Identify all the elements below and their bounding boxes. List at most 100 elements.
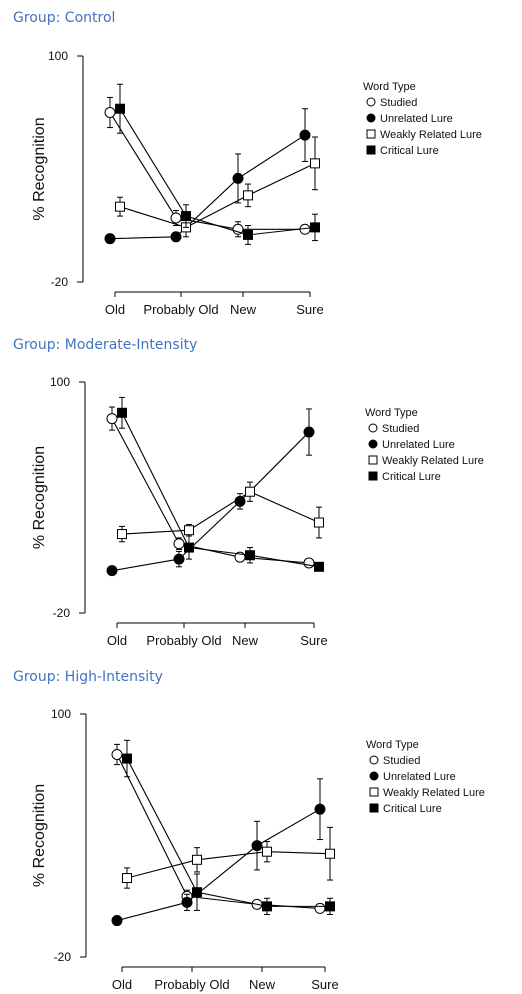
legend-label: Unrelated Lure <box>382 439 455 451</box>
data-point <box>314 803 326 815</box>
legend-item-weakly-related-lure: Weakly Related Lure <box>369 787 485 799</box>
legend-item-weakly-related-lure: Weakly Related Lure <box>366 129 482 141</box>
data-point <box>325 848 335 859</box>
legend-title: Word Type <box>365 407 418 419</box>
series-studied <box>104 96 311 238</box>
legend-marker <box>368 423 378 433</box>
legend-item-studied: Studied <box>368 423 419 435</box>
x-tick-label: Old <box>105 302 125 317</box>
y-axis-label: % Recognition <box>31 117 48 220</box>
series-weakly-related-lure <box>122 826 335 889</box>
legend-item-critical-lure: Critical Lure <box>369 803 442 815</box>
data-point <box>262 846 272 857</box>
data-point <box>192 887 202 898</box>
series-unrelated-lure <box>111 778 326 927</box>
series-weakly-related-lure <box>117 481 324 543</box>
data-point <box>115 201 125 212</box>
legend-title: Word Type <box>363 81 416 93</box>
data-point <box>170 212 182 224</box>
legend-item-unrelated-lure: Unrelated Lure <box>366 113 453 125</box>
legend-marker <box>369 787 379 797</box>
data-point <box>111 915 123 927</box>
data-point <box>104 233 116 245</box>
legend-label: Critical Lure <box>380 145 439 157</box>
data-point <box>181 896 193 908</box>
data-point <box>106 413 118 425</box>
data-point <box>243 190 253 201</box>
legend-marker <box>369 803 379 813</box>
legend: Word Type Studied Unrelated Lure Weakly Rel… <box>365 407 484 483</box>
legend-label: Unrelated Lure <box>383 771 456 783</box>
x-tick-label: New <box>232 633 259 648</box>
data-point <box>184 525 194 536</box>
legend-label: Studied <box>383 755 420 767</box>
legend-marker <box>366 145 376 155</box>
x-tick-label: New <box>249 977 276 992</box>
series-studied <box>106 406 315 569</box>
series-unrelated-lure <box>104 108 311 245</box>
legend-item-weakly-related-lure: Weakly Related Lure <box>368 455 484 467</box>
legend-label: Weakly Related Lure <box>382 455 484 467</box>
y-tick-label: 100 <box>50 375 70 389</box>
legend-marker <box>366 113 376 123</box>
data-point <box>232 223 244 235</box>
legend-item-unrelated-lure: Unrelated Lure <box>369 771 456 783</box>
legend-item-studied: Studied <box>366 97 417 109</box>
legend: Word Type Studied Unrelated Lure Weakly Rel… <box>363 81 482 157</box>
legend-label: Critical Lure <box>382 471 441 483</box>
legend-marker <box>368 471 378 481</box>
legend-item-studied: Studied <box>369 755 420 767</box>
x-tick-label: Probably Old <box>143 302 218 317</box>
data-point <box>245 486 255 497</box>
legend-label: Weakly Related Lure <box>380 129 482 141</box>
series-line-critical-lure <box>119 108 316 236</box>
legend-marker <box>369 755 379 765</box>
series-line-unrelated-lure <box>116 808 321 922</box>
legend: Word Type Studied Unrelated Lure Weakly Rel… <box>366 739 485 815</box>
data-point <box>181 211 191 222</box>
data-point <box>303 426 315 438</box>
data-point <box>106 565 118 577</box>
x-tick-label: Probably Old <box>154 977 229 992</box>
data-point <box>104 107 116 118</box>
data-point <box>243 229 253 240</box>
x-tick-label: Probably Old <box>146 633 221 648</box>
panel-high-intensity: Group: High-Intensity 100 -20 % Recognitio… <box>0 660 522 994</box>
x-tick-label: Old <box>112 977 132 992</box>
series-line-critical-lure <box>126 758 330 907</box>
data-point <box>245 550 255 561</box>
legend-marker <box>368 455 378 465</box>
series-critical-lure <box>115 83 320 245</box>
data-point <box>310 158 320 169</box>
group-title: Group: High-Intensity <box>13 669 163 685</box>
x-tick-label: Sure <box>296 302 323 317</box>
legend-item-critical-lure: Critical Lure <box>366 145 439 157</box>
series-line-weakly-related-lure <box>119 162 316 228</box>
data-point <box>117 407 127 418</box>
chart-high-intensity: 100 -20 % Recognition Old Probably Old New Sur… <box>31 707 485 992</box>
data-point <box>310 222 320 233</box>
series-line-weakly-related-lure <box>121 491 320 535</box>
x-tick-label: Sure <box>311 977 338 992</box>
series-studied <box>111 743 326 914</box>
y-axis-label: % Recognition <box>31 784 48 887</box>
y-tick-label: -20 <box>51 275 69 289</box>
data-point <box>299 129 311 141</box>
series-line-studied <box>109 112 305 230</box>
legend-label: Critical Lure <box>383 803 442 815</box>
x-tick-label: Old <box>107 633 127 648</box>
legend-marker <box>366 129 376 139</box>
data-point <box>117 529 127 540</box>
panel-control: Group: Control 100 -20 % Recognition Old Pro… <box>0 0 522 328</box>
series-line-studied <box>111 418 310 564</box>
legend-item-unrelated-lure: Unrelated Lure <box>368 439 455 451</box>
data-point <box>325 901 335 912</box>
group-title: Group: Moderate-Intensity <box>13 337 198 353</box>
legend-marker <box>366 97 376 107</box>
data-point <box>192 854 202 865</box>
series-line-weakly-related-lure <box>126 851 331 879</box>
data-point <box>170 231 182 243</box>
series-critical-lure <box>122 739 335 915</box>
x-tick-label: New <box>230 302 257 317</box>
data-point <box>262 901 272 912</box>
